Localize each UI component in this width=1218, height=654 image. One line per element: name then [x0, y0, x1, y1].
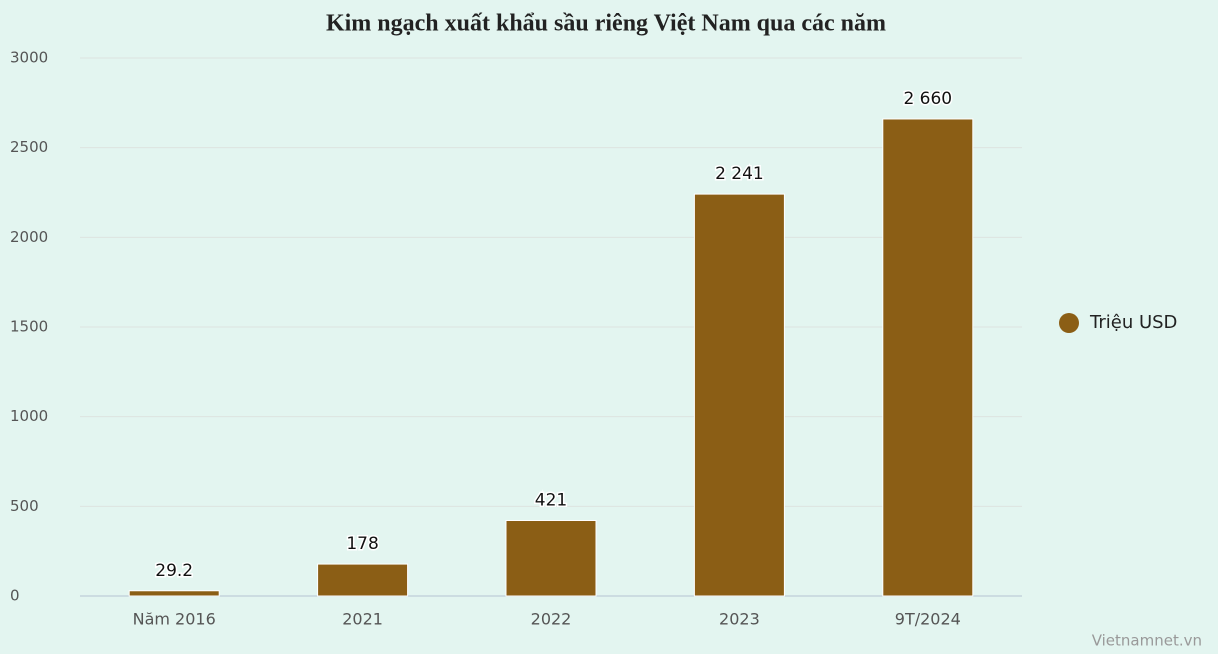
- x-tick-label: 9T/2024: [895, 610, 961, 629]
- bar: [128, 590, 220, 597]
- x-tick-label: 2023: [719, 610, 760, 629]
- y-tick-label: 3000: [10, 49, 48, 67]
- legend-marker: [1059, 313, 1079, 333]
- bar: [693, 193, 785, 597]
- y-tick-label: 500: [10, 497, 39, 515]
- y-tick-label: 1000: [10, 407, 48, 425]
- value-label: 2 241: [715, 164, 764, 184]
- y-tick-label: 2500: [10, 138, 48, 156]
- y-tick-label: 1500: [10, 318, 48, 336]
- chart-title: Kim ngạch xuất khẩu sầu riêng Việt Nam q…: [326, 11, 886, 37]
- value-label: 29.2: [155, 561, 193, 581]
- x-tick-label: 2021: [342, 610, 383, 629]
- credit: Vietnamnet.vn: [1092, 632, 1202, 650]
- legend-label: Triệu USD: [1089, 312, 1177, 333]
- bar: [505, 520, 597, 597]
- value-label: 421: [535, 491, 567, 511]
- y-tick-label: 2000: [10, 228, 48, 246]
- bar: [882, 118, 974, 597]
- x-tick-label: 2022: [531, 610, 572, 629]
- value-label: 178: [346, 534, 378, 554]
- value-label: 2 660: [903, 89, 952, 109]
- bar: [317, 563, 409, 597]
- y-tick-label: 0: [10, 587, 20, 605]
- x-tick-label: Năm 2016: [133, 610, 216, 629]
